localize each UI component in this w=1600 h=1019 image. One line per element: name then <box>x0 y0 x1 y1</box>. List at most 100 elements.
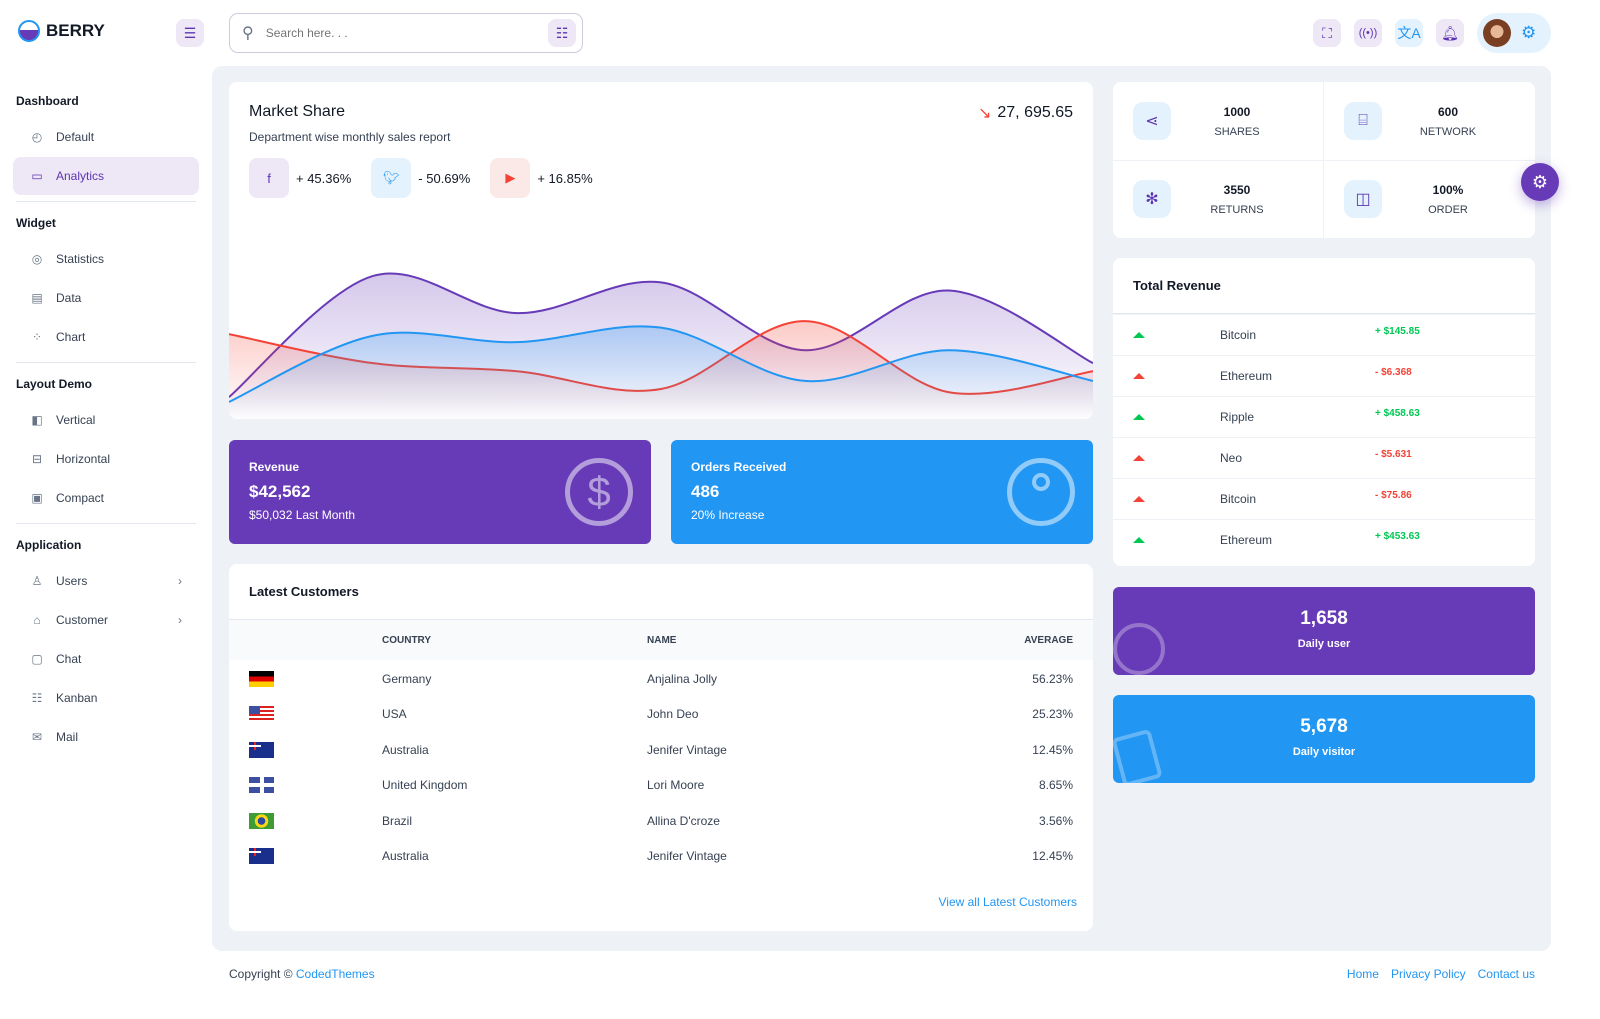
footer-link-privacy[interactable]: Privacy Policy <box>1390 967 1466 981</box>
search-input[interactable] <box>265 26 536 40</box>
twitter-icon: 🐦︎ <box>371 158 412 198</box>
footer-links: Home Privacy Policy Contact us <box>1347 967 1535 981</box>
footer-link-home[interactable]: Home <box>1346 967 1379 981</box>
daily-user-label: Daily user <box>1297 638 1351 650</box>
notifications-button[interactable]: 🔔︎ <box>1436 19 1464 47</box>
sidebar-item-horizontal[interactable]: ⊟ Horizontal <box>13 440 199 478</box>
table-row[interactable]: Australia Jenifer Vintage 12.45% <box>229 732 1093 768</box>
table-header: COUNTRY NAME AVERAGE <box>229 620 1093 660</box>
device-analytics-icon: ▭ <box>31 169 43 183</box>
table-row[interactable]: Germany Anjalina Jolly 56.23% <box>229 661 1093 697</box>
coin-name: Ripple <box>1220 410 1255 424</box>
sidebar-item-default[interactable]: ◴ Default <box>13 118 199 156</box>
cell-average: 3.56% <box>1038 813 1073 828</box>
cell-average: 12.45% <box>1032 742 1073 757</box>
user-check-icon: ♙ <box>31 574 43 588</box>
basket-icon: ⌂ <box>33 613 41 627</box>
cell-name: Allina D'croze <box>647 813 720 828</box>
sidebar-item-label: Statistics <box>56 252 105 266</box>
coin-value: + $453.63 <box>1375 530 1420 542</box>
flag-de-icon <box>249 670 274 687</box>
sidebar-item-mail[interactable]: ✉ Mail <box>13 718 199 756</box>
coin-name: Bitcoin <box>1220 328 1257 342</box>
footer-link-contact[interactable]: Contact us <box>1477 967 1535 981</box>
flag-us-icon <box>249 706 274 723</box>
berry-logo-icon <box>18 20 40 42</box>
total-value: ↘ 27, 695.65 <box>978 103 1073 123</box>
sidebar-item-label: Kanban <box>56 691 98 705</box>
cell-country: Germany <box>382 671 432 686</box>
orders-value: 486 <box>691 482 720 501</box>
col-average: AVERAGE <box>1024 634 1073 646</box>
cell-country: Australia <box>382 849 429 864</box>
cell-average: 56.23% <box>1032 671 1073 686</box>
table-row[interactable]: United Kingdom Lori Moore 8.65% <box>229 768 1093 804</box>
daily-user-card: 1,658 Daily user <box>1113 587 1535 675</box>
sidebar-item-analytics[interactable]: ▭ Analytics <box>13 157 199 195</box>
sidebar-item-label: Users <box>56 574 88 588</box>
sidebar-item-vertical[interactable]: ◧ Vertical <box>13 401 199 439</box>
stat-value: 3550 <box>1223 182 1251 197</box>
cell-country: United Kingdom <box>382 778 468 793</box>
copyright: Copyright © CodedThemes <box>229 967 375 981</box>
cell-average: 25.23% <box>1032 707 1073 722</box>
fullscreen-button[interactable]: ⛶ <box>1313 19 1341 47</box>
language-button[interactable]: 文A <box>1395 19 1423 47</box>
daily-visitor-card: 5,678 Daily visitor <box>1113 695 1535 783</box>
sidebar: Dashboard ◴ Default ▭ Analytics Widget ◎ Statis… <box>0 80 212 760</box>
table-row[interactable]: USA John Deo 25.23% <box>229 697 1093 733</box>
user-icon <box>1113 623 1165 675</box>
triangle-up-icon <box>1133 455 1145 461</box>
chart-dots-icon: ⁘ <box>31 330 43 344</box>
live-button[interactable]: ((•)) <box>1354 19 1382 47</box>
daily-visitor-value: 5,678 <box>1300 716 1348 737</box>
revenue-row: Neo - $5.631 <box>1113 437 1535 478</box>
stat-order: ◫ 100% ORDER <box>1324 160 1534 238</box>
sidebar-item-label: Mail <box>56 730 79 744</box>
shopping-bag-icon: ◫ <box>1344 180 1382 218</box>
sidebar-item-label: Customer <box>56 613 109 627</box>
stat-value: 100% <box>1432 182 1464 197</box>
sidebar-item-data[interactable]: ▤ Data <box>13 279 199 317</box>
orders-title: Orders Received <box>691 460 787 474</box>
brand-logo[interactable]: BERRY <box>18 20 105 42</box>
sidebar-item-chat[interactable]: ▢ Chat <box>13 640 199 678</box>
table-row[interactable]: Australia Jenifer Vintage 12.45% <box>229 839 1093 875</box>
dashboard-icon: ◴ <box>31 130 43 144</box>
sidebar-item-kanban[interactable]: ☷ Kanban <box>13 679 199 717</box>
copyright-text: Copyright © <box>229 967 293 981</box>
table-row[interactable]: Brazil Allina D'croze 3.56% <box>229 803 1093 839</box>
menu-toggle-button[interactable]: ☰ <box>176 19 204 47</box>
profile-button[interactable]: ⚙ <box>1477 13 1551 53</box>
cell-average: 8.65% <box>1038 778 1073 793</box>
flag-gb-icon <box>249 777 274 794</box>
messages-icon: ▢ <box>31 652 43 666</box>
view-all-customers-link[interactable]: View all Latest Customers <box>938 895 1077 909</box>
customize-settings-button[interactable]: ⚙ <box>1521 163 1559 201</box>
kanban-icon: ☷ <box>31 691 43 705</box>
cell-name: John Deo <box>647 707 699 722</box>
stat-returns: ✻ 3550 RETURNS <box>1113 160 1323 238</box>
sidebar-item-users[interactable]: ♙ Users › <box>13 562 199 600</box>
divider <box>16 362 196 363</box>
bell-icon: 🔔︎ <box>1441 24 1459 41</box>
stat-value: 600 <box>1437 104 1459 119</box>
sidebar-item-label: Compact <box>56 491 105 505</box>
sidebar-item-label: Data <box>56 291 82 305</box>
card-subtitle: Department wise monthly sales report <box>249 130 451 144</box>
sidebar-item-compact[interactable]: ▣ Compact <box>13 479 199 517</box>
market-share-card: Market Share Department wise monthly sal… <box>229 82 1093 419</box>
sidebar-item-statistics[interactable]: ◎ Statistics <box>13 240 199 278</box>
divider <box>16 201 196 202</box>
total-revenue-card: Total Revenue Bitcoin + $145.85 Ethereum - … <box>1113 258 1535 566</box>
sidebar-item-customer[interactable]: ⌂ Customer › <box>13 601 199 639</box>
flag-br-icon <box>249 812 274 829</box>
sidebar-item-chart[interactable]: ⁘ Chart <box>13 318 199 356</box>
stat-value: 1000 <box>1223 104 1251 119</box>
translate-icon: 文A <box>1397 25 1421 41</box>
triangle-up-icon <box>1133 414 1145 420</box>
card-title: Total Revenue <box>1113 258 1535 314</box>
youtube-icon: ▶ <box>490 158 531 198</box>
filter-button[interactable]: ☷ <box>548 19 576 47</box>
company-link[interactable]: CodedThemes <box>295 967 375 981</box>
